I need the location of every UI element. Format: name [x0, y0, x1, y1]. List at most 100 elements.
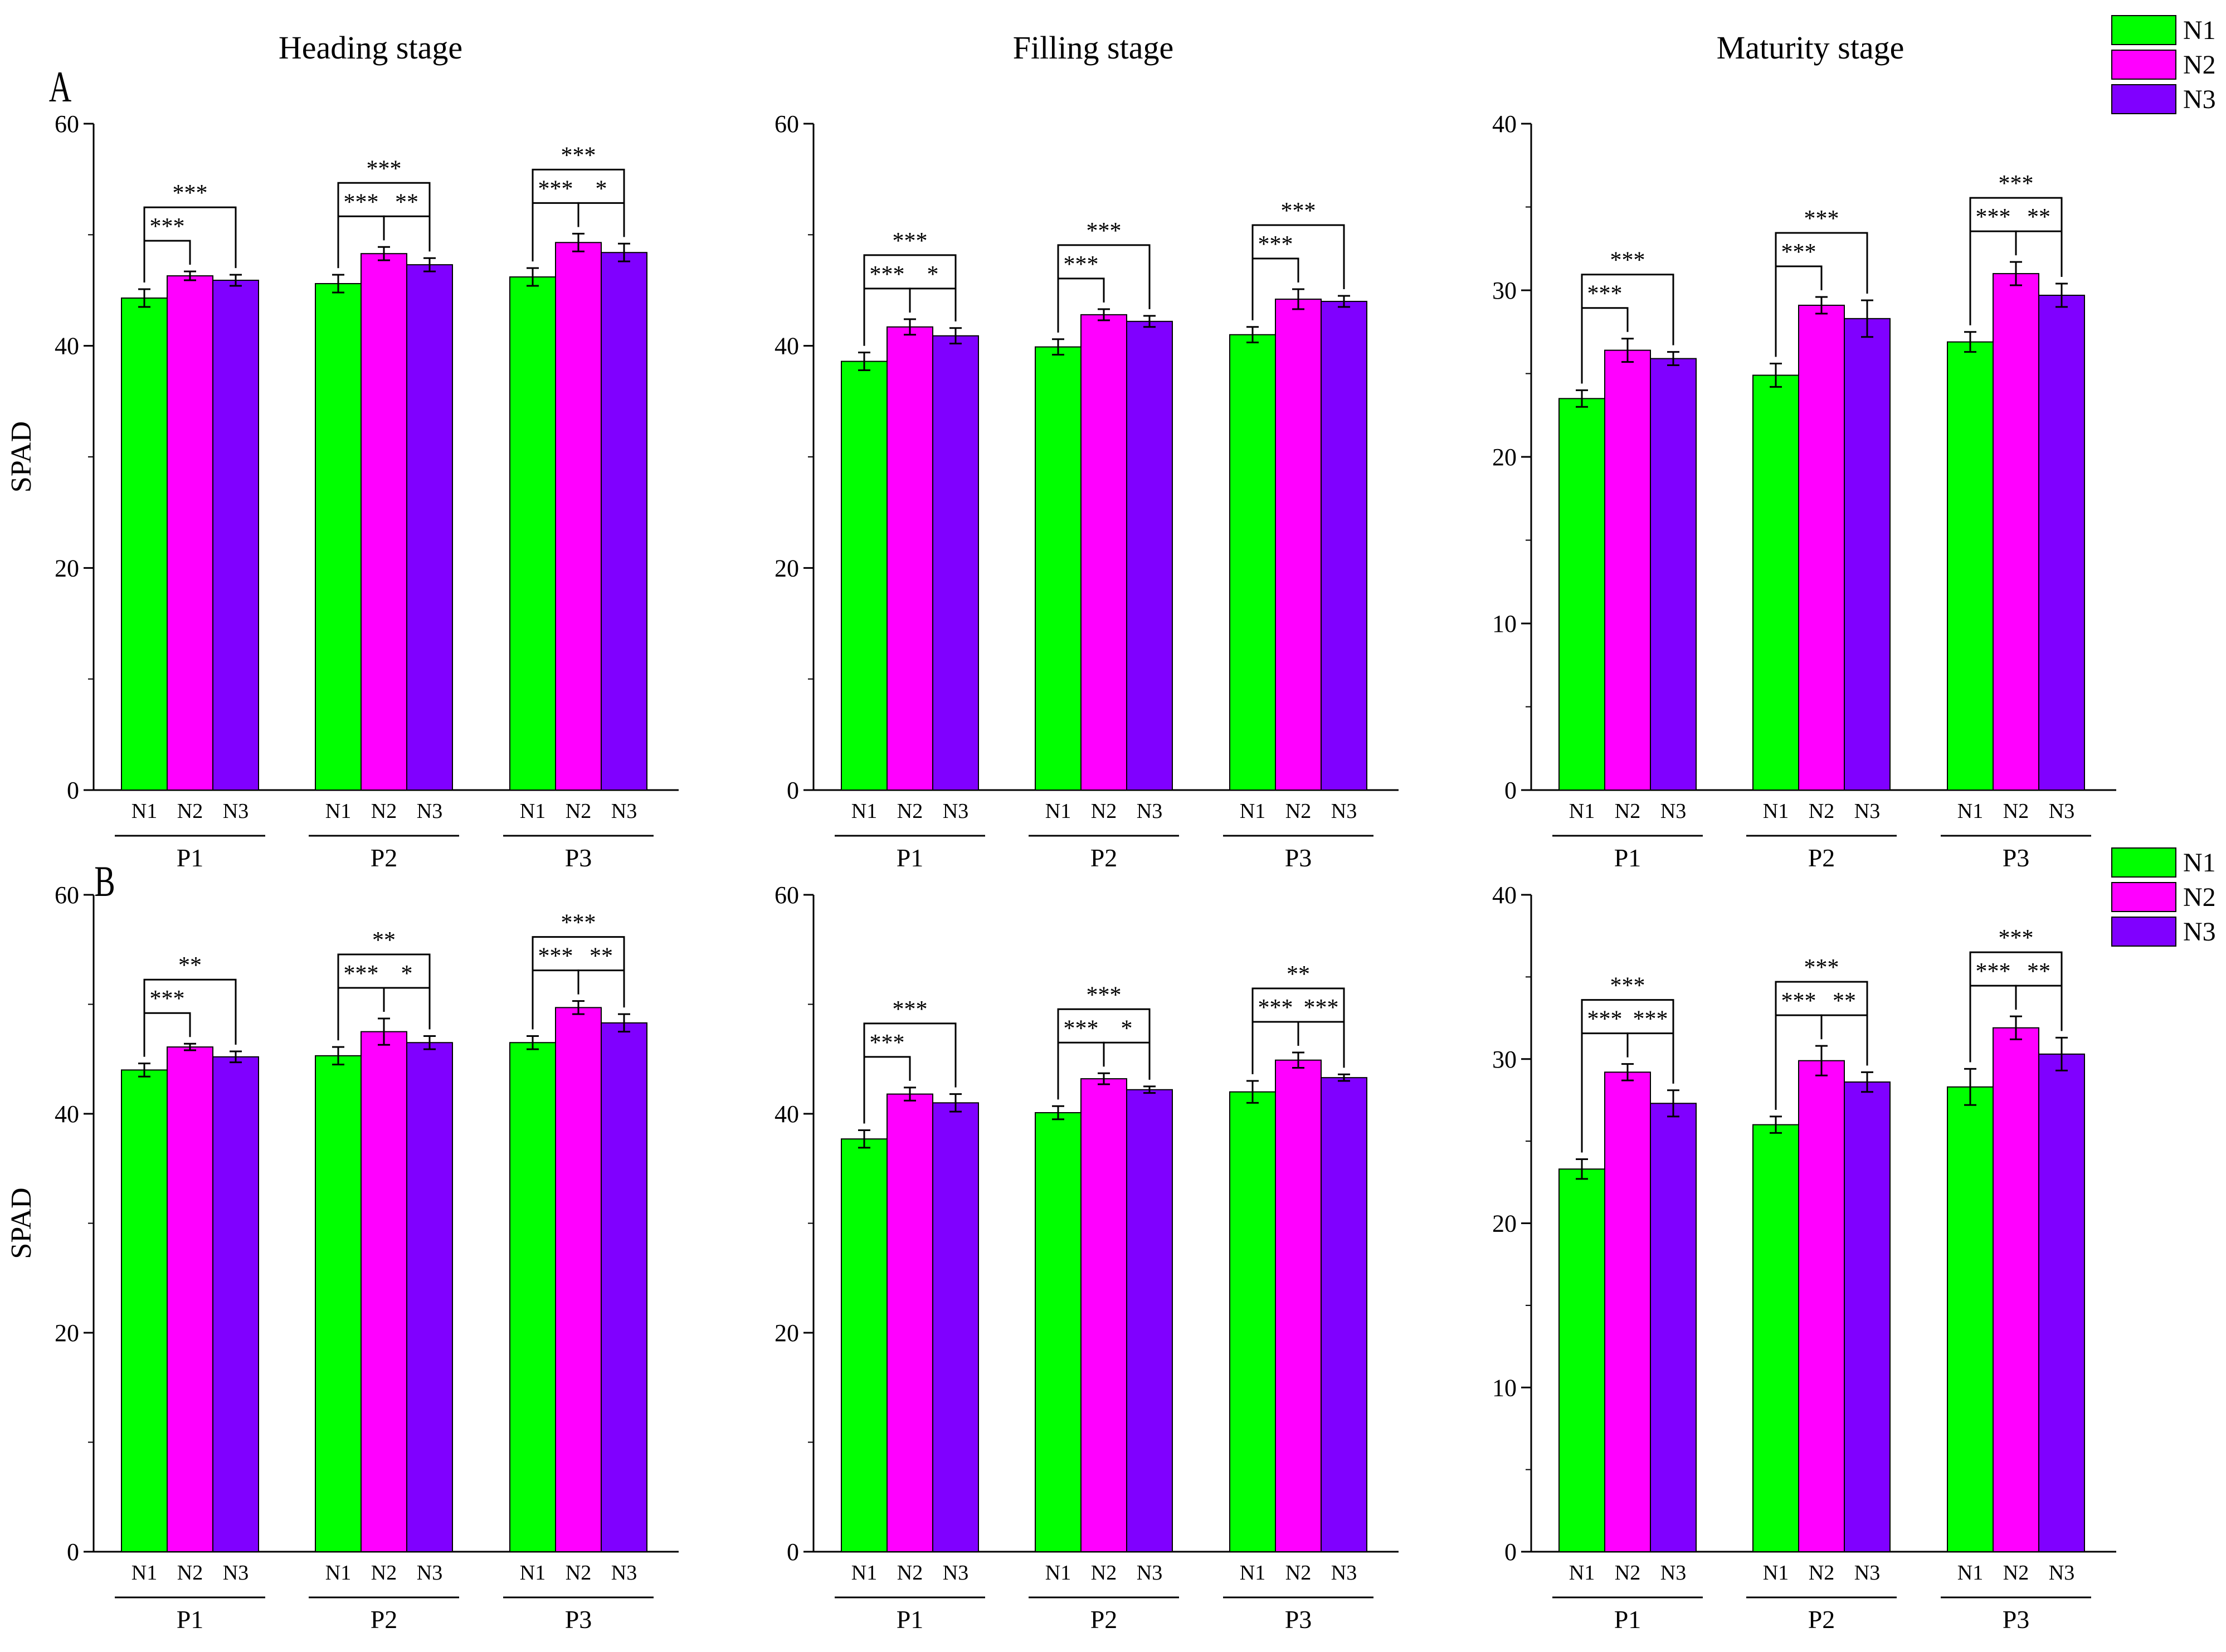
bar-p3-n1 [509, 1042, 556, 1552]
significance-label: *** [1064, 252, 1099, 277]
y-tick-label: 10 [1492, 610, 1517, 637]
bar-p1-n1 [121, 1069, 168, 1552]
y-tick-label: 0 [1504, 1538, 1517, 1566]
bar-p1-n1 [121, 297, 168, 791]
category-label-n1: N1 [325, 800, 351, 823]
group-label-p1: P1 [177, 1605, 204, 1634]
significance-label: ** [1287, 962, 1310, 987]
group-label-p1: P1 [897, 1605, 924, 1634]
significance-label: *** [1258, 995, 1293, 1021]
category-label-n2: N2 [2003, 1561, 2029, 1585]
group-label-p1: P1 [1614, 844, 1642, 872]
category-label-n2: N2 [566, 1561, 591, 1585]
category-label-n3: N3 [611, 800, 637, 823]
significance-bracket [1775, 232, 1868, 357]
category-label-n1: N1 [851, 1561, 877, 1585]
legend-swatch-n1 [2111, 847, 2176, 878]
category-label-n3: N3 [1854, 800, 1880, 823]
significance-label: ** [395, 189, 418, 215]
group-label-p2: P2 [371, 844, 398, 872]
category-label-n1: N1 [1763, 1561, 1789, 1585]
significance-label: *** [1258, 232, 1293, 257]
group-label-p3: P3 [2003, 1605, 2030, 1634]
category-label-n3: N3 [1660, 1561, 1686, 1585]
significance-bracket [1581, 274, 1674, 384]
category-label-n3: N3 [611, 1561, 637, 1585]
significance-label: * [596, 176, 607, 202]
y-tick-label: 40 [1492, 110, 1517, 138]
category-label-n2: N2 [897, 800, 923, 823]
bar-p3-n1 [509, 276, 556, 791]
bar-p1-n1 [1558, 1168, 1605, 1552]
group-label-p3: P3 [565, 844, 592, 872]
significance-bracket [1103, 1041, 1151, 1080]
category-label-n2: N2 [1615, 800, 1640, 823]
significance-label: *** [870, 262, 905, 287]
panel-label-a: A [49, 62, 72, 111]
significance-label: *** [1804, 955, 1839, 981]
significance-label: *** [538, 176, 573, 202]
significance-label: *** [1087, 982, 1122, 1008]
significance-bracket [577, 202, 625, 237]
category-label-n3: N3 [1137, 800, 1162, 823]
category-label-n1: N1 [851, 800, 877, 823]
significance-label: *** [870, 1030, 905, 1056]
legend-label-n2: N2 [2183, 50, 2216, 80]
category-label-n3: N3 [417, 1561, 442, 1585]
bar-p1-n2 [886, 1093, 933, 1552]
legend-swatch-n2 [2111, 882, 2176, 912]
significance-bracket [532, 168, 625, 262]
significance-bracket [1057, 1008, 1151, 1100]
category-label-n2: N2 [1091, 1561, 1117, 1585]
significance-bracket [863, 1022, 957, 1124]
bar-p3-n3 [601, 1022, 647, 1552]
significance-bracket [532, 936, 625, 1030]
significance-label: *** [150, 986, 185, 1012]
stage-title-filling-stage: Filling stage [1013, 30, 1173, 66]
bar-p2-n3 [406, 1042, 453, 1552]
bar-p1-n3 [212, 1056, 259, 1552]
bar-p2-n2 [361, 1031, 407, 1552]
significance-label: ** [2027, 204, 2050, 230]
y-tick-label: 0 [787, 777, 799, 804]
category-label-n3: N3 [1854, 1561, 1880, 1585]
bar-p2-n1 [1752, 374, 1799, 791]
category-label-n1: N1 [1763, 800, 1789, 823]
significance-label: *** [893, 997, 928, 1022]
bar-p1-n2 [1604, 1071, 1651, 1552]
category-label-n2: N2 [1809, 800, 1834, 823]
significance-label: ** [372, 928, 396, 953]
significance-bracket [2015, 985, 2063, 1031]
bar-p3-n3 [1321, 300, 1367, 791]
category-label-n3: N3 [1660, 800, 1686, 823]
significance-label: *** [561, 143, 596, 168]
bar-p1-n3 [932, 335, 979, 791]
stage-title-maturity-stage: Maturity stage [1717, 30, 1904, 66]
y-tick-label: 40 [1492, 881, 1517, 909]
significance-label: * [1121, 1016, 1133, 1041]
bar-p1-n3 [1650, 358, 1697, 791]
y-tick-label: 40 [775, 333, 799, 360]
significance-label: *** [1087, 218, 1122, 244]
category-label-n1: N1 [1569, 800, 1595, 823]
category-label-n3: N3 [417, 800, 442, 823]
bar-p1-n2 [167, 1046, 213, 1552]
significance-label: *** [344, 189, 379, 215]
significance-label: *** [561, 910, 596, 936]
significance-bracket [909, 287, 957, 321]
group-label-p1: P1 [1614, 1605, 1642, 1634]
y-tick-label: 30 [1492, 277, 1517, 304]
significance-label: *** [1610, 973, 1645, 999]
category-label-n1: N1 [325, 1561, 351, 1585]
group-label-p3: P3 [565, 1605, 592, 1634]
y-tick-label: 0 [1504, 777, 1517, 804]
significance-label: *** [1781, 988, 1816, 1014]
significance-bracket [863, 254, 957, 346]
y-tick-label: 0 [67, 1538, 79, 1566]
category-label-n1: N1 [1240, 800, 1265, 823]
y-tick-label: 60 [775, 881, 799, 909]
category-label-n1: N1 [520, 1561, 545, 1585]
significance-label: *** [1781, 240, 1816, 265]
bar-p3-n2 [1275, 298, 1322, 791]
